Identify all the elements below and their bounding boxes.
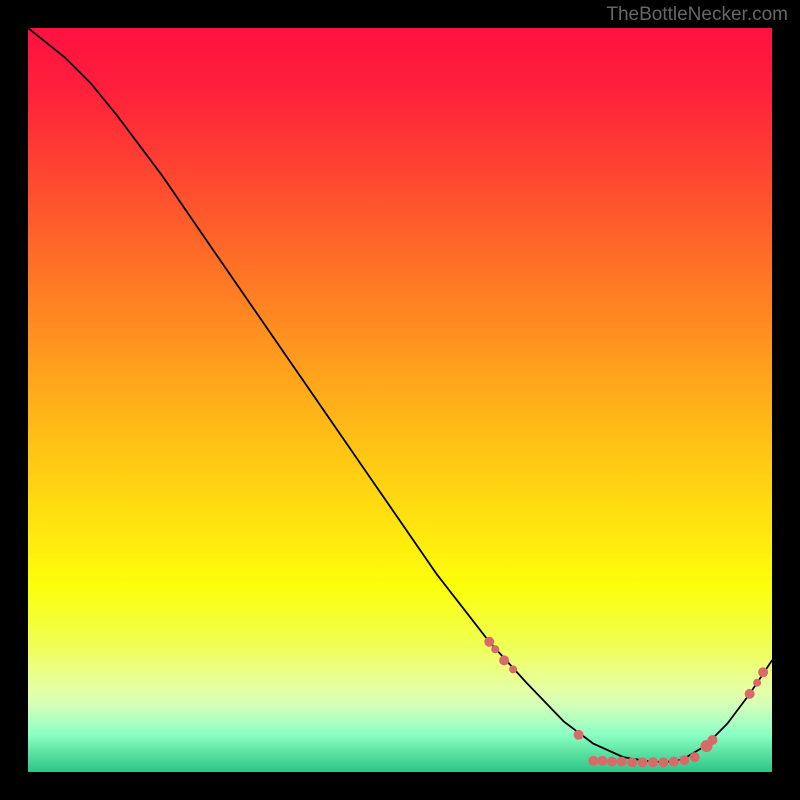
data-point xyxy=(509,665,517,673)
data-point xyxy=(753,679,761,687)
data-point xyxy=(658,757,668,767)
data-point xyxy=(707,735,717,745)
data-point xyxy=(491,645,499,653)
data-point xyxy=(607,757,617,767)
chart-svg xyxy=(28,28,772,772)
data-point xyxy=(484,637,494,647)
data-point xyxy=(758,667,768,677)
data-point xyxy=(679,755,689,765)
data-point xyxy=(669,757,679,767)
data-point xyxy=(638,757,648,767)
data-point xyxy=(745,689,755,699)
data-point xyxy=(597,756,607,766)
data-point xyxy=(627,757,637,767)
data-point xyxy=(648,757,658,767)
data-point xyxy=(617,757,627,767)
data-point xyxy=(499,655,509,665)
data-point xyxy=(574,730,584,740)
chart-plot xyxy=(28,28,772,772)
chart-background xyxy=(28,28,772,772)
data-point xyxy=(588,756,598,766)
attribution-label: TheBottleNecker.com xyxy=(606,4,788,26)
data-point xyxy=(690,752,700,762)
